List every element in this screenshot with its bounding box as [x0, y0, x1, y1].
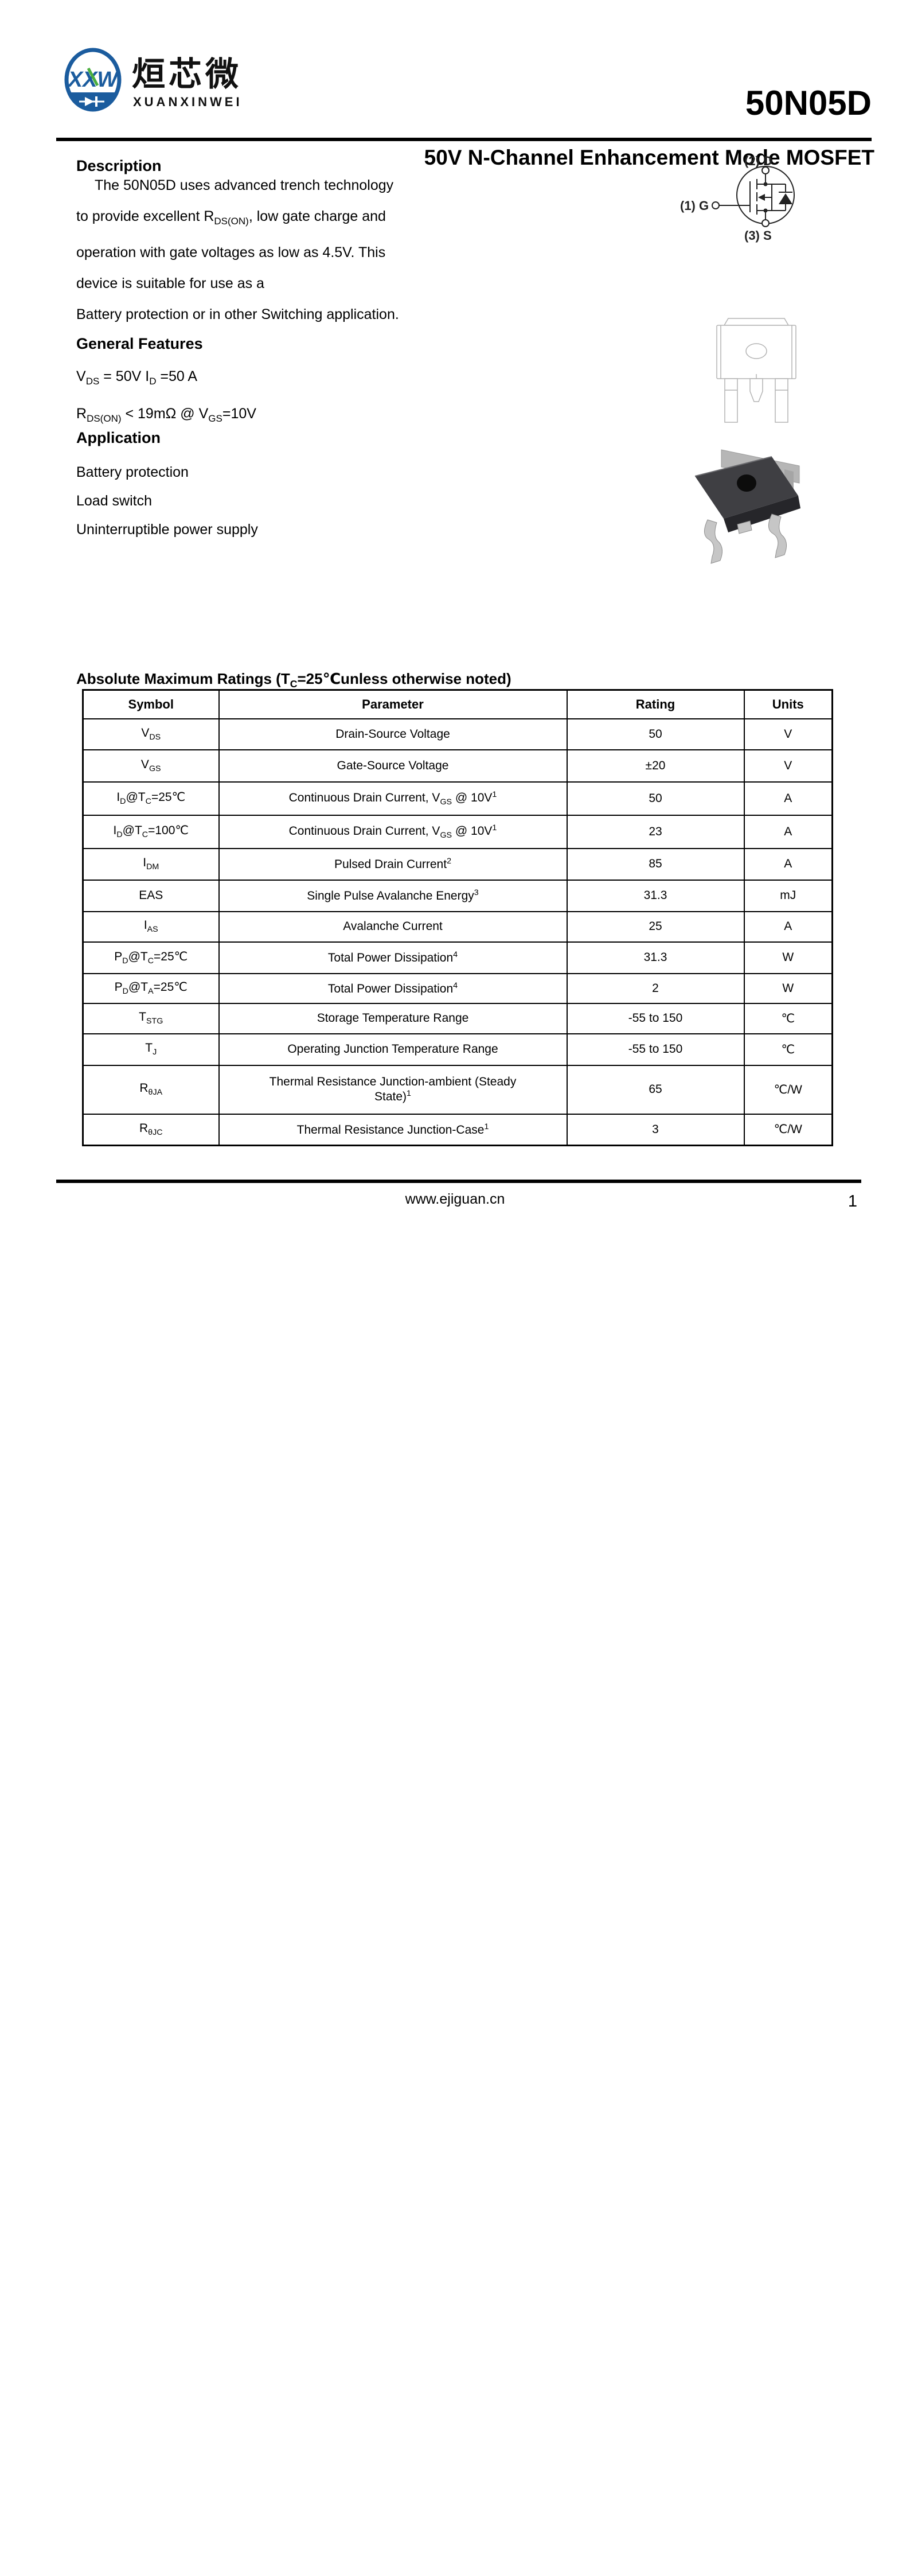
table-cell: A: [743, 814, 833, 849]
table-cell: Drain-Source Voltage: [218, 718, 568, 750]
page-1: XXW 烜芯微 XUANXINWEI 50N05D 50V N-Channel …: [56, 48, 874, 1211]
footer-website: www.ejiguan.cn: [405, 1191, 505, 1207]
table-cell: Thermal Resistance Junction-ambient (Ste…: [218, 1064, 568, 1115]
to252-package-photo: [694, 449, 800, 564]
table-cell: 50: [566, 718, 745, 750]
text-line: VDS = 50V ID =50 A: [76, 368, 198, 387]
general-features-text: VDS = 50V ID =50 A RDS(ON) < 19mΩ @ VGS=1…: [76, 360, 256, 435]
table-cell: 31.3: [566, 879, 745, 912]
table-cell: 85: [566, 847, 745, 881]
text-line: operation with gate voltages as low as 4…: [76, 244, 386, 260]
text-line: Load switch: [76, 493, 153, 509]
drain-label: (2) D: [744, 154, 772, 168]
gate-label: (1) G: [680, 199, 709, 213]
table-cell: TJ: [82, 1033, 220, 1066]
column-header: Units: [743, 689, 833, 719]
text-line: to provide excellent RDS(ON), low gate c…: [76, 208, 386, 227]
table-cell: ℃/W: [743, 1064, 833, 1115]
text-line: Battery protection: [76, 464, 189, 480]
table-cell: VDS: [82, 718, 220, 750]
text-line: device is suitable for use as a: [76, 275, 264, 291]
to252-outline-drawing: [716, 318, 796, 423]
table-cell: Operating Junction Temperature Range: [218, 1033, 568, 1066]
table-cell: Storage Temperature Range: [218, 1002, 568, 1034]
table-cell: -55 to 150: [566, 1033, 745, 1066]
table-cell: IAS: [82, 910, 220, 943]
text-line: RDS(ON) < 19mΩ @ VGS=10V: [76, 406, 256, 424]
table-cell: Thermal Resistance Junction-Case1: [218, 1113, 568, 1146]
table-cell: Gate-Source Voltage: [218, 749, 568, 783]
brand-name-english: XUANXINWEI: [133, 95, 243, 109]
table-cell: 65: [566, 1064, 745, 1115]
description-text: The 50N05D uses advanced trench technolo…: [76, 170, 443, 330]
description-heading: Description: [76, 157, 162, 174]
application-text: Battery protection Load switch Uninterrupt…: [76, 458, 258, 544]
table-cell: A: [743, 847, 833, 881]
table-cell: V: [743, 749, 833, 783]
table-cell: 25: [566, 910, 745, 943]
application-heading: Application: [76, 429, 161, 446]
table-cell: W: [743, 972, 833, 1004]
table-cell: Continuous Drain Current, VGS @ 10V1: [218, 781, 568, 816]
xxw-logo-icon: XXW: [64, 48, 122, 112]
table-cell: A: [743, 781, 833, 816]
abs-max-ratings-table: Symbol Parameter Rating Units VDS Drain-Sourc…: [82, 689, 833, 1146]
page-2: XXW 烜芯微 XUANXINWEI 50N05D 50V N-Channel …: [0, 1288, 910, 2576]
table-cell: Total Power Dissipation4: [218, 941, 568, 974]
table-cell: ℃: [743, 1033, 833, 1066]
mosfet-symbol-diagram: (2) D (1) G (3) S: [680, 154, 795, 243]
table-cell: A: [743, 910, 833, 943]
table-cell: W: [743, 941, 833, 974]
document-subtitle: 50V N-Channel Enhancement Mode MOSFET: [424, 146, 874, 169]
table-cell: ID@TC=100℃: [82, 814, 220, 849]
table-cell: 2: [566, 972, 745, 1004]
table-cell: VGS: [82, 749, 220, 783]
table-cell: PD@TC=25℃: [82, 941, 220, 974]
table-cell: RθJA: [82, 1064, 220, 1115]
column-header: Symbol: [82, 689, 220, 719]
table-cell: Total Power Dissipation4: [218, 972, 568, 1004]
table-cell: EAS: [82, 879, 220, 912]
footer-rule: [56, 1180, 861, 1183]
column-header: Parameter: [218, 689, 568, 719]
text-line: Uninterruptible power supply: [76, 522, 258, 538]
table-cell: 23: [566, 814, 745, 849]
table-cell: Continuous Drain Current, VGS @ 10V1: [218, 814, 568, 849]
table-cell: ℃/W: [743, 1113, 833, 1146]
page-number: 1: [847, 1192, 857, 1211]
text-line: Battery protection or in other Switching…: [76, 306, 399, 322]
column-header: Rating: [566, 689, 745, 719]
table-cell: PD@TA=25℃: [82, 972, 220, 1004]
table-cell: V: [743, 718, 833, 750]
part-number-title: 50N05D: [745, 84, 872, 122]
table-cell: Avalanche Current: [218, 910, 568, 943]
table-cell: IDM: [82, 847, 220, 881]
company-logo: XXW 烜芯微 XUANXINWEI: [64, 48, 305, 145]
abs-max-ratings-heading: Absolute Maximum Ratings (TC=25℃unless o…: [76, 670, 511, 690]
general-features-heading: General Features: [76, 335, 203, 352]
table-cell: TSTG: [82, 1002, 220, 1034]
table-cell: -55 to 150: [566, 1002, 745, 1034]
table-cell: ±20: [566, 749, 745, 783]
table-cell: 31.3: [566, 941, 745, 974]
table-cell: ℃: [743, 1002, 833, 1034]
table-cell: mJ: [743, 879, 833, 912]
text-line: The 50N05D uses advanced trench technolo…: [95, 177, 394, 193]
header-rule: [56, 138, 872, 141]
brand-name-chinese: 烜芯微: [132, 56, 243, 93]
table-cell: ID@TC=25℃: [82, 781, 220, 816]
table-cell: Pulsed Drain Current2: [218, 847, 568, 881]
table-cell: 3: [566, 1113, 745, 1146]
table-cell: Single Pulse Avalanche Energy3: [218, 879, 568, 912]
table-cell: RθJC: [82, 1113, 220, 1146]
table-cell: 50: [566, 781, 745, 816]
source-label: (3) S: [744, 228, 772, 243]
